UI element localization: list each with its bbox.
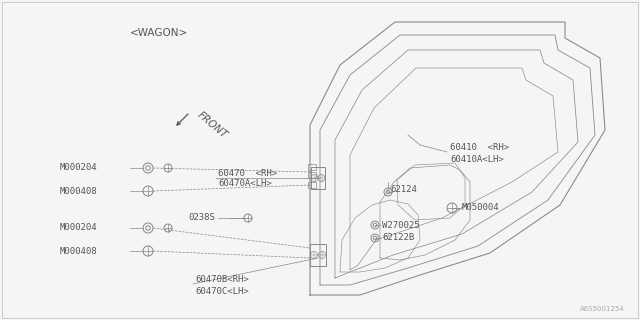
Bar (308, 164, 316, 170)
Text: 62124: 62124 (390, 186, 417, 195)
Text: M050004: M050004 (462, 204, 500, 212)
Text: M000204: M000204 (60, 164, 98, 172)
Bar (308, 182, 316, 188)
Bar (311, 167, 325, 189)
Text: 60470B<RH>: 60470B<RH> (195, 275, 249, 284)
Text: A6S5001254: A6S5001254 (580, 306, 625, 312)
Text: 60410A<LH>: 60410A<LH> (450, 156, 504, 164)
Bar (308, 172, 316, 178)
Text: M000408: M000408 (60, 247, 98, 257)
Text: 60470  <RH>: 60470 <RH> (218, 169, 277, 178)
Text: 0238S: 0238S (188, 213, 215, 222)
Text: 60470C<LH>: 60470C<LH> (195, 286, 249, 295)
Text: M000408: M000408 (60, 188, 98, 196)
Text: 60410  <RH>: 60410 <RH> (450, 143, 509, 153)
Text: <WAGON>: <WAGON> (130, 28, 188, 38)
Text: FRONT: FRONT (195, 110, 228, 140)
Text: 60470A<LH>: 60470A<LH> (218, 179, 272, 188)
Text: W270025: W270025 (382, 220, 420, 229)
Text: 62122B: 62122B (382, 234, 414, 243)
Text: M000204: M000204 (60, 223, 98, 233)
Bar (310, 244, 326, 266)
